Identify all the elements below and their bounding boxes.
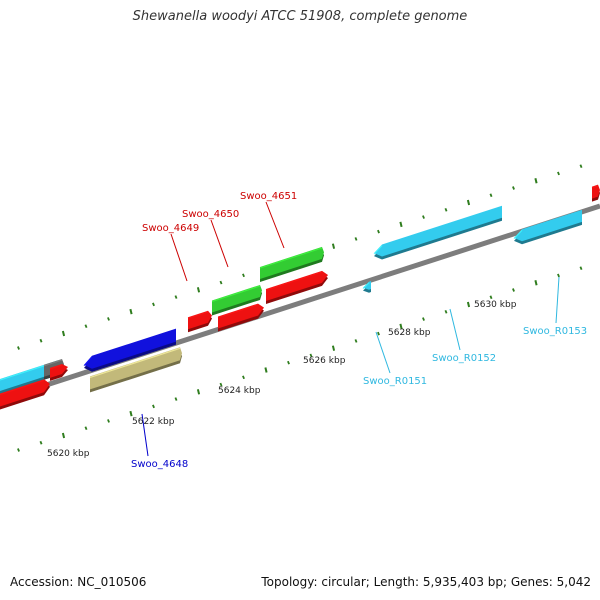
label-leader-line (265, 201, 285, 249)
outer-scale-tick (399, 221, 403, 228)
scale-tick-label: 5620 kbp (47, 449, 90, 459)
outer-scale-tick (466, 199, 471, 206)
outer-scale-tick (129, 308, 133, 315)
outer-scale-tick (579, 164, 583, 168)
inner-scale-tick (129, 410, 133, 417)
label-leader-line (210, 219, 229, 268)
inner-scale-tick (399, 323, 403, 330)
gene-swoo-4650[interactable] (211, 284, 262, 316)
scale-tick-label: 5626 kbp (303, 356, 346, 366)
tick-labels: 5620 kbp 5622 kbp 5624 kbp 5626 kbp 5628 kbp… (47, 300, 517, 459)
gene-swoo-red-left[interactable] (0, 379, 50, 410)
outer-scale-tick (242, 273, 245, 278)
gene-label[interactable]: Swoo_4651 (240, 191, 297, 202)
label-leader-line (555, 276, 560, 324)
gene-swoo-r0151-r0152[interactable] (373, 205, 502, 260)
gene-swoo-4650-red[interactable] (217, 303, 264, 332)
inner-scale-tick (331, 345, 336, 351)
accession-text: Accession: NC_010506 (10, 575, 147, 589)
outer-scale-tick (39, 338, 43, 343)
inner-scale-tick (444, 309, 448, 314)
inner-scale-tick (354, 339, 358, 343)
label-leader-line (170, 233, 188, 282)
gene-label[interactable]: Swoo_R0151 (363, 376, 427, 387)
outer-scale-tick (84, 324, 88, 329)
gene-swoo-r0151-small[interactable] (362, 281, 371, 293)
inner-scale-tick (422, 317, 425, 321)
label-leader-line (141, 413, 149, 457)
gene-label[interactable]: Swoo_4649 (142, 223, 199, 234)
scale-tick-label: 5622 kbp (132, 417, 175, 427)
outer-scale-tick (152, 302, 155, 307)
outer-scale-tick (17, 346, 20, 350)
inner-scale-tick (61, 432, 66, 439)
inner-scale-tick (534, 279, 538, 286)
gene-swoo-red-edge[interactable] (591, 184, 600, 202)
label-leader-line (375, 331, 391, 374)
inner-scale-tick (196, 389, 201, 395)
inner-scale-tick (466, 301, 471, 308)
inner-scale-tick (287, 360, 290, 365)
outer-scale-tick (107, 317, 110, 321)
gene-label[interactable]: Swoo_R0152 (432, 353, 496, 364)
outer-scale-tick (354, 237, 358, 241)
inner-scale-tick (174, 397, 178, 401)
gene-label[interactable]: Swoo_4648 (131, 459, 188, 470)
scale-tick-label: 5630 kbp (474, 300, 517, 310)
outer-scale-tick (534, 177, 538, 184)
gene-label[interactable]: Swoo_4650 (182, 209, 239, 220)
inner-scale-tick (107, 419, 110, 423)
outer-scale-tick (489, 193, 493, 198)
gene-swoo-khaki[interactable] (89, 347, 182, 393)
outer-scale-tick (61, 330, 66, 337)
gene-swoo-4649[interactable] (187, 310, 212, 333)
inner-scale-tick (512, 288, 515, 292)
inner-scale-tick (309, 353, 313, 358)
inner-scale-tick (219, 382, 223, 387)
inner-scale-tick (557, 273, 560, 278)
inner-scale-tick (84, 426, 88, 431)
gene-swoo-4651[interactable] (259, 246, 324, 282)
inner-scale-tick (489, 295, 493, 300)
scale-tick-label: 5624 kbp (218, 386, 261, 396)
inner-scale-tick (377, 331, 380, 336)
gene-swoo-4651-red[interactable] (265, 270, 328, 305)
label-leader-line (449, 308, 461, 351)
outer-scale-tick (174, 295, 178, 299)
gene-swoo-r0153[interactable] (513, 209, 582, 245)
inner-scale-tick (152, 404, 155, 409)
inner-scale-tick (242, 375, 245, 380)
label-leaders (141, 201, 560, 457)
gene-label[interactable]: Swoo_R0153 (523, 326, 587, 337)
gene-swoo-red-small[interactable] (49, 363, 68, 381)
outer-scale-tick (331, 243, 336, 249)
outer-scale-tick (512, 186, 515, 190)
gene-swoo-4648[interactable] (83, 328, 176, 372)
outer-scale-tick (422, 215, 425, 219)
inner-scale-tick (579, 266, 583, 270)
inner-scale-tick (264, 367, 268, 373)
inner-scale-tick (17, 448, 20, 452)
scale-tick-label: 5628 kbp (388, 328, 431, 338)
outer-scale-tick (219, 280, 223, 285)
map-title: Shewanella woodyi ATCC 51908, complete g… (132, 9, 468, 24)
gene-features[interactable] (0, 184, 600, 410)
genome-summary-text: Topology: circular; Length: 5,935,403 bp… (261, 575, 591, 589)
outer-scale-tick (444, 207, 448, 212)
outer-scale-tick (557, 171, 560, 176)
outer-scale-tick (377, 229, 380, 234)
inner-scale-tick (39, 440, 43, 445)
outer-scale-tick (196, 287, 201, 293)
